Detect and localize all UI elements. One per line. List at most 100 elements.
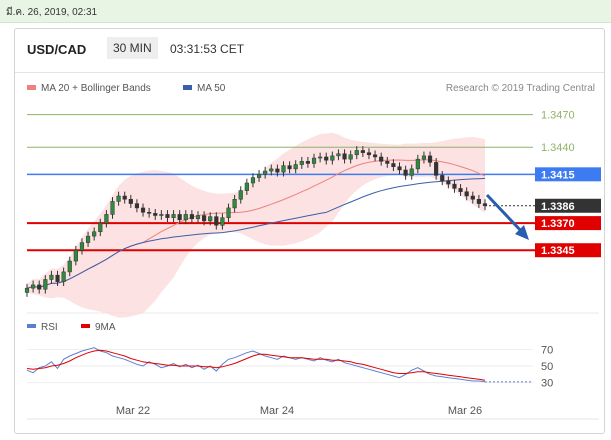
candle-body <box>208 216 213 222</box>
header-divider <box>15 72 604 73</box>
level-label-1.3386: 1.3386 <box>541 201 575 213</box>
forecast-arrow-shaft <box>485 193 525 235</box>
candle-body <box>464 191 469 197</box>
candle-body <box>330 155 335 161</box>
rsi-panel: 30 50 70 <box>26 344 553 390</box>
candle-body <box>238 190 243 200</box>
candle-body <box>336 153 341 157</box>
candle-body <box>409 168 414 176</box>
candle-body <box>256 174 262 178</box>
legend-label-9ma: 9MA <box>95 322 116 333</box>
candle-body <box>140 207 146 213</box>
candle-body <box>122 195 127 200</box>
moving-averages <box>26 159 486 289</box>
candle-body <box>360 150 365 153</box>
ma50-line <box>26 177 486 289</box>
candle-body <box>342 153 347 160</box>
level-label-1.3415: 1.3415 <box>541 169 575 181</box>
level-label-1.3470: 1.3470 <box>541 110 575 122</box>
candle-body <box>366 152 372 156</box>
level-box-1.3386 <box>535 198 601 213</box>
candle-body <box>226 207 231 218</box>
candle-body <box>177 214 182 221</box>
level-box-1.3370 <box>535 216 601 231</box>
candle-body <box>287 165 292 170</box>
candle-body <box>446 180 451 185</box>
candle-body <box>31 284 36 289</box>
price-levels: 1.3470 1.3440 1.3415 1.3386 1.3370 1.3345 <box>27 110 601 258</box>
candle-body <box>43 279 48 290</box>
legend-swatch-ma20 <box>27 85 36 90</box>
candle-body <box>67 260 72 273</box>
currency-pair: USD/CAD <box>27 42 87 57</box>
legend-label-ma50: MA 50 <box>197 83 226 94</box>
candle-body <box>189 214 194 220</box>
candle-body <box>299 161 304 165</box>
candle-body <box>452 183 457 189</box>
level-box-1.3345 <box>535 243 601 258</box>
candle-body <box>421 155 427 160</box>
candle-body <box>98 222 103 233</box>
forecast-arrow <box>485 193 529 240</box>
candle-body <box>318 156 323 159</box>
candle-body <box>311 157 317 164</box>
candle-body <box>379 156 384 162</box>
interval-badge[interactable]: 30 MIN <box>107 37 158 59</box>
rsi-legend: RSI 9MA <box>27 322 116 333</box>
topbar-date: มี.ค. 26, 2019, 02:31 <box>6 7 98 18</box>
candle-body <box>134 203 140 209</box>
candle-body <box>37 284 42 290</box>
x-ticks: Mar 22 Mar 24 Mar 26 <box>116 405 482 417</box>
candle-body <box>372 154 378 158</box>
candle-body <box>195 215 201 220</box>
candle-body <box>415 158 420 170</box>
candle-body <box>385 161 390 164</box>
topbar: มี.ค. 26, 2019, 02:31 <box>0 0 611 23</box>
forecast-arrow-head <box>515 225 529 240</box>
candle-body <box>281 165 286 173</box>
candle-body <box>305 161 310 164</box>
rsi-tick-label: 30 <box>541 378 553 390</box>
bollinger-band-area <box>27 132 485 318</box>
candle-body <box>403 169 408 176</box>
candle-body <box>159 214 164 216</box>
rsi-line <box>26 347 486 383</box>
candle-body <box>220 217 225 226</box>
candle-body <box>49 274 54 280</box>
candle-body <box>171 214 176 218</box>
candle-body <box>128 199 133 204</box>
candle-body <box>183 214 188 221</box>
candle-body <box>482 203 488 207</box>
candle-body <box>244 182 249 191</box>
candle-body <box>269 168 274 172</box>
candle-body <box>73 249 78 262</box>
candle-body <box>24 287 30 293</box>
candle-body <box>263 170 268 175</box>
rsi-9ma-line <box>26 349 486 381</box>
candle-body <box>214 216 219 226</box>
candle-body <box>55 274 60 282</box>
level-label-1.3440: 1.3440 <box>541 142 575 154</box>
bollinger-band <box>27 132 485 318</box>
level-label-1.3370: 1.3370 <box>541 218 575 230</box>
candle-body <box>147 212 152 214</box>
x-tick-label: Mar 22 <box>116 405 150 417</box>
legend-swatch-9ma <box>81 324 90 328</box>
legend-label-rsi: RSI <box>41 322 58 333</box>
legend-swatch-ma50 <box>183 85 192 90</box>
candle-body <box>458 188 463 192</box>
candle-body <box>440 175 445 182</box>
candle-body <box>391 163 396 167</box>
level-box-1.3415 <box>535 167 601 182</box>
candle-body <box>434 162 439 176</box>
candle-body <box>476 199 481 204</box>
candle-body <box>354 150 359 156</box>
quote-time: 03:31:53 CET <box>170 42 245 56</box>
candle-body <box>116 195 121 202</box>
candle-body <box>85 235 91 243</box>
candle-body <box>470 195 475 200</box>
candle-body <box>61 271 66 282</box>
x-tick-label: Mar 24 <box>260 405 294 417</box>
candle-body <box>202 215 207 222</box>
candle-body <box>275 168 280 173</box>
